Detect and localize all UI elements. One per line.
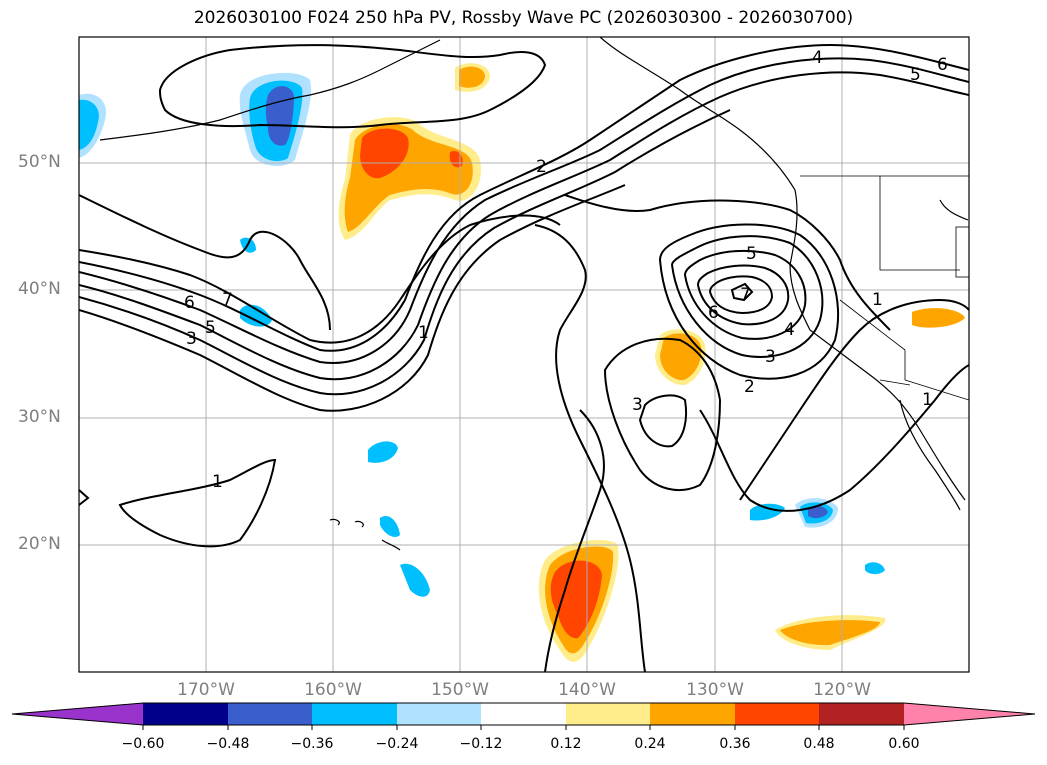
- lat-label: 20°N: [18, 534, 61, 554]
- negative-anomaly-east-pacific-min: [808, 505, 828, 519]
- colorbar-bin: [397, 703, 481, 725]
- contour-label: 1: [872, 290, 883, 310]
- lat-label: 30°N: [18, 407, 61, 427]
- contour-label: 5: [746, 244, 757, 264]
- positive-anomaly-subtropical-max: [550, 560, 602, 639]
- contour-label-layer: 4 5 6 2 6 7 5 3 1 5 7 6 4 3 2 1 3 1 1: [184, 48, 948, 492]
- contour-label: 1: [922, 390, 933, 410]
- contour-label: 3: [765, 347, 776, 367]
- contour-label: 3: [632, 395, 643, 415]
- positive-anomaly-gulf-of-alaska-core: [459, 66, 485, 88]
- lat-label: 50°N: [18, 152, 61, 172]
- negative-anomaly-aleutian-min: [265, 86, 294, 146]
- colorbar-bin: [566, 703, 650, 725]
- colorbar-bin: [735, 703, 819, 725]
- contour-label: 4: [784, 320, 795, 340]
- colorbar-extend-high: [904, 703, 1035, 725]
- negative-anomaly-hawaii-b: [400, 563, 430, 597]
- lon-label: 160°W: [304, 680, 362, 700]
- colorbar: [11, 702, 1036, 730]
- colorbar-tick-label: −0.12: [459, 736, 503, 752]
- colorbar-bin: [650, 703, 735, 725]
- pv-contours: [79, 43, 969, 672]
- negative-anomaly-west-small: [240, 304, 272, 327]
- positive-anomaly-north-pacific-max: [360, 128, 409, 179]
- colorbar-tick-label: −0.48: [206, 736, 250, 752]
- colorbar-bin: [312, 703, 397, 725]
- lon-label: 120°W: [813, 680, 871, 700]
- borders: [800, 175, 969, 401]
- lon-label: 170°W: [177, 680, 235, 700]
- colorbar-bin: [819, 703, 904, 725]
- colorbar-tick-label: 0.24: [634, 736, 666, 752]
- colorbar-bin: [143, 703, 228, 725]
- negative-anomaly-mexico-small: [865, 562, 885, 575]
- colorbar-tick-label: 0.60: [888, 736, 920, 752]
- contour-label: 7: [740, 285, 751, 305]
- negative-anomaly-east-small: [750, 503, 785, 521]
- contour-label: 3: [186, 329, 197, 349]
- positive-anomaly-cutoff-low-core: [660, 333, 702, 381]
- map-frame: [78, 36, 970, 673]
- contour-label: 5: [205, 318, 216, 338]
- contour-label: 6: [937, 55, 948, 75]
- colorbar-extend-low: [12, 703, 143, 725]
- negative-anomaly-hawaii-a: [368, 441, 398, 463]
- contour-label: 1: [212, 472, 223, 492]
- positive-anomaly-southwest: [912, 308, 965, 328]
- lat-label: 40°N: [18, 279, 61, 299]
- contour-label: 2: [536, 157, 547, 177]
- lon-label: 130°W: [686, 680, 744, 700]
- colorbar-tick-label: 0.36: [719, 736, 751, 752]
- colorbar-tick-label: −0.24: [375, 736, 419, 752]
- colorbar-tick-label: 0.12: [550, 736, 582, 752]
- figure-title: 2026030100 F024 250 hPa PV, Rossby Wave …: [193, 8, 854, 28]
- contour-label: 7: [222, 290, 233, 310]
- contour-label: 5: [910, 65, 921, 85]
- colorbar-tick-label: −0.60: [121, 736, 165, 752]
- lon-label: 150°W: [431, 680, 489, 700]
- positive-anomaly-baja-core: [780, 620, 880, 646]
- colorbar-tick-label: 0.48: [803, 736, 835, 752]
- contour-label: 1: [418, 323, 429, 343]
- colorbar-bin: [481, 703, 566, 725]
- colorbar-bin: [228, 703, 312, 725]
- colorbar-ticks: [142, 725, 905, 730]
- colorbar-tick-label: −0.36: [290, 736, 334, 752]
- pv-anomaly-fills: [79, 63, 965, 662]
- contour-label: 2: [744, 377, 755, 397]
- contour-label: 6: [184, 293, 195, 313]
- negative-anomaly-hawaii-c: [380, 515, 400, 537]
- negative-anomaly-west-edge-core: [79, 99, 99, 150]
- gridlines: [79, 37, 969, 672]
- lon-label: 140°W: [558, 680, 616, 700]
- contour-label: 6: [708, 303, 719, 323]
- contour-label: 4: [812, 48, 823, 68]
